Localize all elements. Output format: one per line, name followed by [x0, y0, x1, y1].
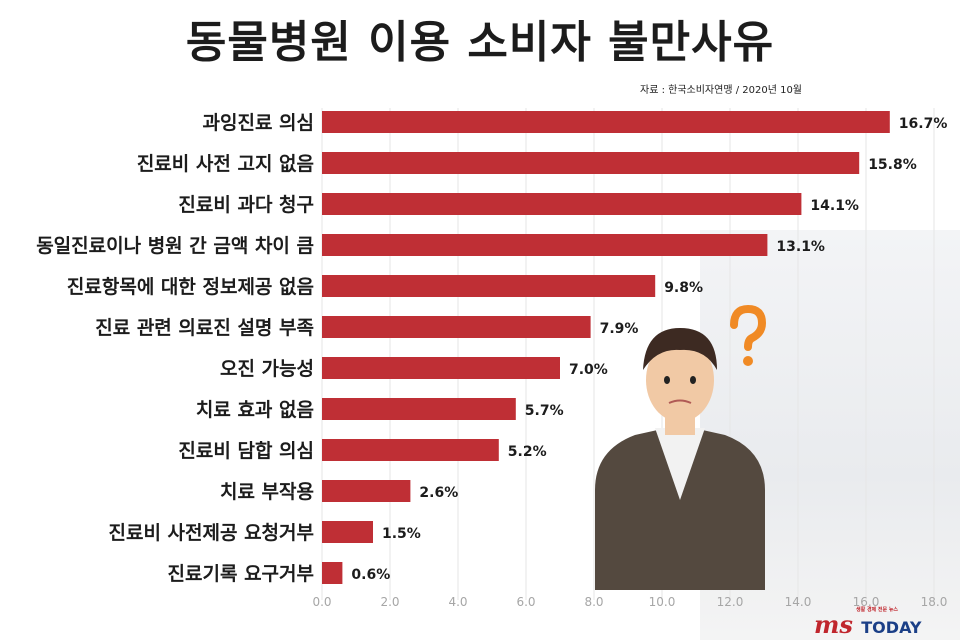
logo-tagline: 생활 경제 전문 뉴스 — [856, 607, 899, 613]
x-tick-label: 8.0 — [584, 595, 603, 609]
value-label: 13.1% — [776, 239, 825, 255]
category-label: 진료비 사전 고지 없음 — [137, 153, 314, 175]
category-label: 진료항목에 대한 정보제공 없음 — [67, 276, 314, 298]
value-label: 5.2% — [508, 444, 547, 460]
value-label: 5.7% — [525, 403, 564, 419]
x-tick-label: 2.0 — [380, 595, 399, 609]
category-label: 동일진료이나 병원 간 금액 차이 큼 — [36, 235, 314, 257]
bar — [322, 480, 411, 502]
category-label: 진료비 사전제공 요청거부 — [108, 522, 314, 544]
bar — [322, 439, 499, 461]
x-tick-label: 0.0 — [312, 595, 331, 609]
category-label: 오진 가능성 — [220, 358, 314, 380]
x-tick-label: 10.0 — [649, 595, 676, 609]
x-tick-label: 12.0 — [717, 595, 744, 609]
value-label: 15.8% — [868, 157, 917, 173]
bar — [322, 111, 890, 133]
value-label: 16.7% — [899, 116, 948, 132]
value-label: 9.8% — [664, 280, 703, 296]
bar — [322, 398, 516, 420]
confused-man-illustration — [595, 328, 765, 590]
category-label: 진료비 담합 의심 — [178, 440, 314, 462]
value-label: 14.1% — [810, 198, 859, 214]
x-tick-label: 16.0 — [853, 595, 880, 609]
category-label: 치료 부작용 — [220, 481, 314, 503]
chart-source: 자료 : 한국소비자연맹 / 2020년 10월 — [640, 85, 803, 96]
bar — [322, 275, 656, 297]
value-label: 2.6% — [419, 485, 458, 501]
x-tick-label: 18.0 — [921, 595, 948, 609]
bar — [322, 193, 802, 215]
category-label: 진료기록 요구거부 — [168, 563, 314, 585]
value-label: 7.9% — [600, 321, 639, 337]
bar — [322, 562, 343, 584]
category-label: 과잉진료 의심 — [203, 112, 315, 134]
bar — [322, 521, 373, 543]
question-mark-icon — [730, 305, 767, 366]
x-tick-label: 14.0 — [785, 595, 812, 609]
category-label: 진료 관련 의료진 설명 부족 — [95, 317, 314, 339]
x-tick-label: 6.0 — [516, 595, 535, 609]
bar — [322, 152, 860, 174]
chart-title: 동물병원 이용 소비자 불만사유 — [185, 17, 775, 68]
value-label: 0.6% — [351, 567, 390, 583]
category-label: 치료 효과 없음 — [196, 399, 314, 421]
mstoday-logo: ms TODAY 생활 경제 전문 뉴스 — [814, 607, 922, 639]
bar — [322, 357, 560, 379]
value-label: 7.0% — [569, 362, 608, 378]
x-tick-label: 4.0 — [448, 595, 467, 609]
logo-brand: ms — [814, 610, 853, 639]
bar — [322, 234, 768, 256]
category-label: 진료비 과다 청구 — [178, 194, 314, 216]
logo-today: TODAY — [861, 618, 922, 637]
bar — [322, 316, 591, 338]
value-label: 1.5% — [382, 526, 421, 542]
